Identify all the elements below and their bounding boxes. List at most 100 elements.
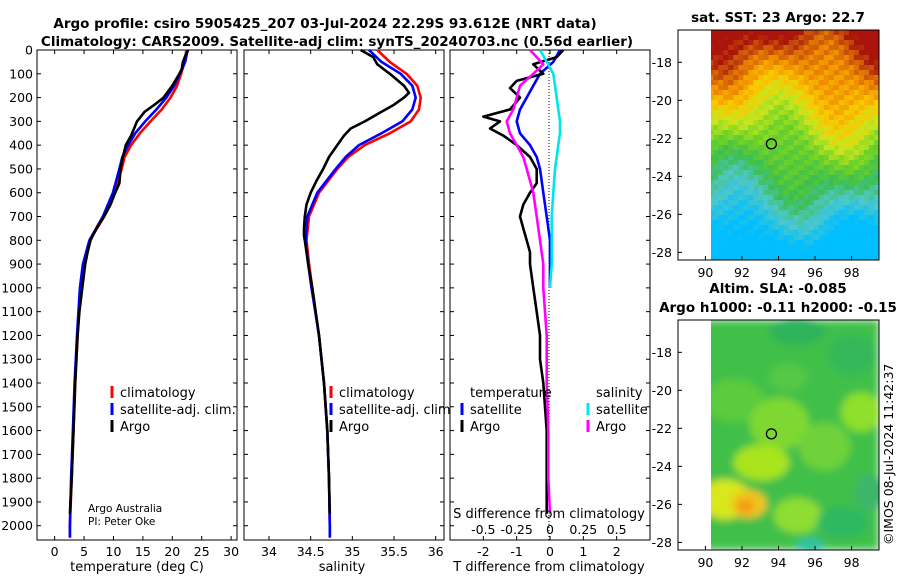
sst-cell [813,150,820,156]
sst-cell [711,245,714,251]
sst-cell [868,210,875,216]
sst-cell [798,175,805,181]
sst-cell [743,120,749,126]
sst-cell [873,255,879,260]
sst-cell [808,75,815,81]
sst-cell [843,225,850,231]
sst-cell [733,85,739,91]
sst-cell [723,85,729,91]
sst-cell [733,245,739,251]
sst-cell [853,125,860,131]
sst-cell [818,180,825,186]
sst-cell [863,75,870,81]
sst-cell [853,215,860,221]
sst-cell [828,50,835,56]
sst-cell [728,100,734,106]
legend-sal-satellite-label: satellite [596,403,648,418]
sst-cell [718,205,724,211]
sst-cell [793,105,800,111]
sst-cell [778,40,785,46]
sst-cell [868,220,875,226]
sst-cell [718,85,724,91]
sst-cell [848,135,855,141]
sst-cell [833,75,840,81]
sst-cell [838,160,845,166]
sst-cell [718,150,724,156]
sst-cell [738,140,744,146]
sst-cell [838,250,845,256]
sst-cell [738,50,744,56]
sst-cell [758,255,765,260]
sst-cell [793,45,800,51]
sst-cell [848,130,855,136]
sst-cell [803,165,810,171]
sst-cell [813,55,820,61]
sst-cell [738,70,744,76]
sst-cell [723,40,729,46]
sst-cell [738,240,744,246]
sst-cell [748,145,754,151]
sst-cell [713,240,719,246]
sst-cell [813,100,820,106]
sst-cell [738,245,744,251]
sst-cell [868,200,875,206]
sst-cell [808,155,815,161]
sst-cell [798,160,805,166]
sst-cell [793,95,800,101]
sst-cell [843,35,850,41]
sst-cell [768,120,775,126]
sst-cell [743,90,749,96]
sst-cell [803,200,810,206]
sst-cell [863,170,870,176]
sst-cell [763,225,770,231]
sst-cell [793,230,800,236]
sst-cell [818,240,825,246]
sst-cell [738,80,744,86]
sst-cell [868,90,875,96]
sst-cell [778,50,785,56]
sst-cell [828,85,835,91]
sst-cell [713,220,719,226]
sst-cell [863,85,870,91]
sst-cell [723,250,729,256]
sst-cell [728,150,734,156]
sst-cell [753,160,759,166]
sst-cell [798,150,805,156]
sst-cell [743,115,749,121]
sst-cell [838,195,845,201]
sst-cell [763,115,770,121]
sst-cell [823,125,830,131]
sst-cell [808,135,815,141]
sst-cell [813,75,820,81]
sst-cell [713,245,719,251]
sst-cell [733,125,739,131]
sst-cell [843,150,850,156]
sst-cell [873,245,879,251]
sst-cell [843,80,850,86]
sst-cell [763,240,770,246]
sst-cell [803,240,810,246]
sst-cell [733,230,739,236]
sst-cell [808,210,815,216]
sst-cell [718,175,724,181]
sst-cell [733,170,739,176]
sst-cell [788,135,795,141]
sst-cell [858,170,865,176]
sst-cell [758,135,765,141]
sst-cell [793,215,800,221]
sst-cell [783,90,790,96]
sst-cell [788,55,795,61]
sst-cell [738,40,744,46]
sst-cell [728,190,734,196]
sst-cell [788,90,795,96]
sst-cell [858,155,865,161]
sst-cell [803,80,810,86]
sst-cell [818,60,825,66]
sst-cell [848,40,855,46]
sst-cell [763,160,770,166]
sst-cell [788,200,795,206]
sst-cell [858,200,865,206]
sst-cell [733,155,739,161]
sst-cell [718,250,724,256]
sst-cell [793,35,800,41]
